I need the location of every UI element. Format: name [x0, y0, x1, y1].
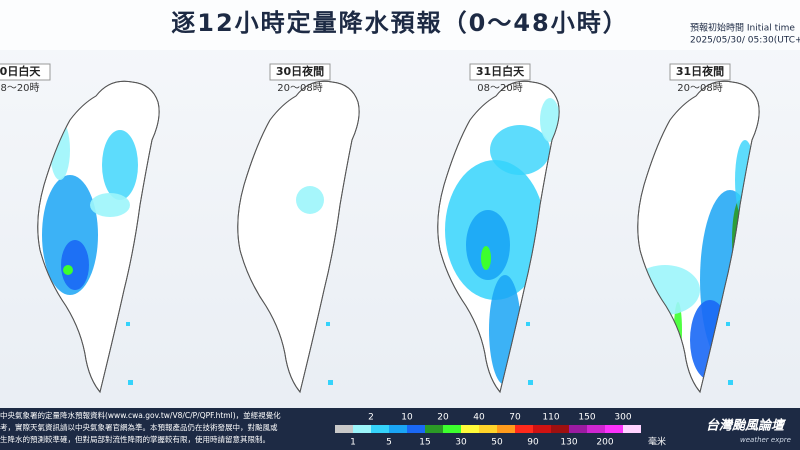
legend-label: 110 [542, 413, 559, 423]
init-label: 預報初始時間 Initial time [690, 22, 795, 34]
island [128, 380, 133, 385]
rain-blob [296, 186, 324, 214]
legend-label: 130 [560, 438, 577, 448]
footer-note: 中央氣象署的定量降水預報資料(www.cwa.gov.tw/V8/C/P/QPF… [0, 410, 281, 420]
rain-area [42, 120, 138, 295]
panel-label: 0日白天 [0, 64, 41, 78]
rain-area [296, 186, 324, 214]
logo: 台灣颱風論壇 [706, 418, 787, 434]
legend-label: 40 [473, 413, 485, 423]
legend-label: 200 [596, 438, 613, 448]
rain-blob [102, 130, 138, 200]
rain-blob [466, 210, 510, 280]
legend-swatch [551, 425, 569, 433]
panel-label: 30日夜間 [276, 64, 324, 78]
legend-label: 5 [386, 438, 392, 448]
legend-label: 90 [527, 438, 539, 448]
legend-label: 1 [350, 438, 356, 448]
legend-swatch [353, 425, 371, 433]
panel-hours: 20～08時 [277, 82, 322, 94]
legend-swatch [407, 425, 425, 433]
island [328, 380, 333, 385]
panel-label: 31日夜間 [676, 64, 724, 78]
panel-hours: 8～20時 [0, 82, 39, 94]
map-panel: 0日白天 8～20時 [0, 63, 160, 393]
rain-blob [90, 193, 130, 217]
panel-label-bg [0, 63, 51, 81]
title: 逐12小時定量降水預報（0～48小時） [171, 9, 629, 37]
legend-label: 150 [578, 413, 595, 423]
legend-swatch [623, 425, 641, 433]
init-time: 2025/05/30/ 05:30(UTC+8 [690, 36, 800, 46]
title-bar [0, 0, 800, 50]
legend-swatch [425, 425, 443, 433]
footer-note: 考，實際天氣資訊請以中央氣象署官網為準。本預報產品仍在技術發展中，對颱風或 [0, 422, 278, 432]
map-panel: 30日夜間 20～08時 [237, 63, 360, 393]
panel-hours: 08～20時 [477, 82, 522, 94]
legend-label: 70 [509, 413, 521, 423]
legend-swatch [389, 425, 407, 433]
island [528, 380, 533, 385]
legend-swatch [479, 425, 497, 433]
legend-swatch [587, 425, 605, 433]
maps: 0日白天 8～20時 30日夜間 20～08時 31日白天 08～20時 31日夜間 20～0… [0, 63, 760, 393]
legend-label: 30 [455, 438, 467, 448]
panel-label-bg [469, 63, 531, 81]
panel-label-bg [269, 63, 331, 81]
legend-swatch [515, 425, 533, 433]
legend-label: 20 [437, 413, 449, 423]
island [526, 322, 530, 326]
island [728, 380, 733, 385]
legend-label: 300 [614, 413, 631, 423]
legend-swatch [569, 425, 587, 433]
panel-hours: 20～08時 [677, 82, 722, 94]
legend-swatch [371, 425, 389, 433]
rain-blob [481, 246, 491, 270]
panel-label: 31日白天 [476, 64, 525, 78]
rain-blob [540, 98, 560, 142]
legend-label: 10 [401, 413, 413, 423]
footer: 中央氣象署的定量降水預報資料(www.cwa.gov.tw/V8/C/P/QPF… [0, 410, 791, 448]
panel-label-bg [669, 63, 731, 81]
legend-swatch [533, 425, 551, 433]
rain-blob [63, 265, 73, 275]
legend-swatch [335, 425, 353, 433]
rain-area [445, 98, 560, 385]
island [726, 322, 730, 326]
map-panel: 31日白天 08～20時 [437, 63, 560, 393]
legend-swatch [497, 425, 515, 433]
legend-label: 50 [491, 438, 503, 448]
logo-sub: weather expre [740, 436, 791, 444]
island [326, 322, 330, 326]
legend-swatch [443, 425, 461, 433]
legend-label: 2 [368, 413, 374, 423]
island [126, 322, 130, 326]
legend-swatch [461, 425, 479, 433]
footer-note: 生降水的預測較準確，但對局部對流性降雨的掌握較有限，使用時請留意其限制。 [0, 434, 270, 444]
rain-blob [490, 125, 550, 175]
legend-unit: 毫米 [648, 436, 666, 448]
legend-label: 15 [419, 438, 430, 448]
rain-blob [61, 240, 89, 290]
legend-swatch [605, 425, 623, 433]
